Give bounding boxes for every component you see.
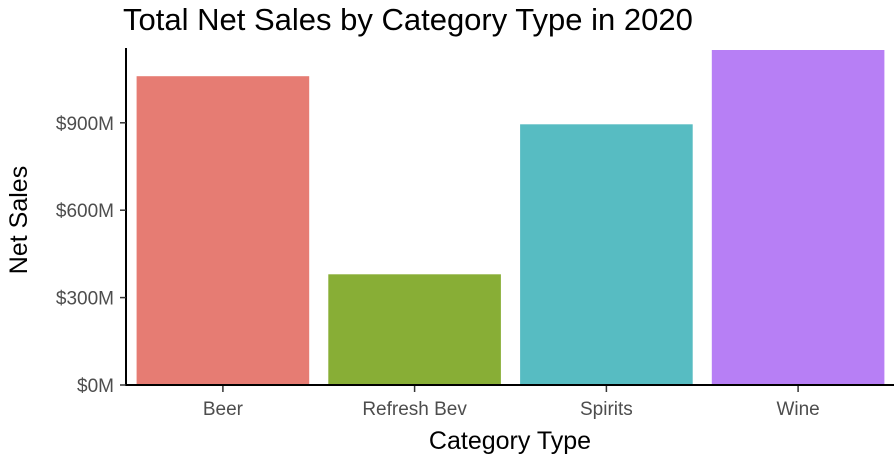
x-tick-label: Refresh Bev [362,399,467,420]
bars-group [136,50,885,386]
x-ticks-group: Beer Refresh Bev Spirits Wine [203,386,820,420]
y-tick-label: $900M [56,114,114,135]
y-axis-title: Net Sales [5,166,33,274]
bar-refresh-bev [328,274,501,385]
x-tick-label: Wine [776,399,819,420]
bar-wine [711,50,885,385]
y-tick-label: $0M [77,376,114,397]
bar-beer [136,76,310,385]
x-tick-label: Beer [203,399,244,420]
y-ticks-group: $0M $300M $600M $900M [56,114,126,397]
x-axis-title: Category Type [429,427,591,455]
y-tick-label: $600M [56,201,114,222]
x-tick-label: Spirits [580,399,633,420]
bar-spirits [520,124,693,386]
y-tick-label: $300M [56,289,114,310]
chart-title: Total Net Sales by Category Type in 2020 [123,2,693,37]
